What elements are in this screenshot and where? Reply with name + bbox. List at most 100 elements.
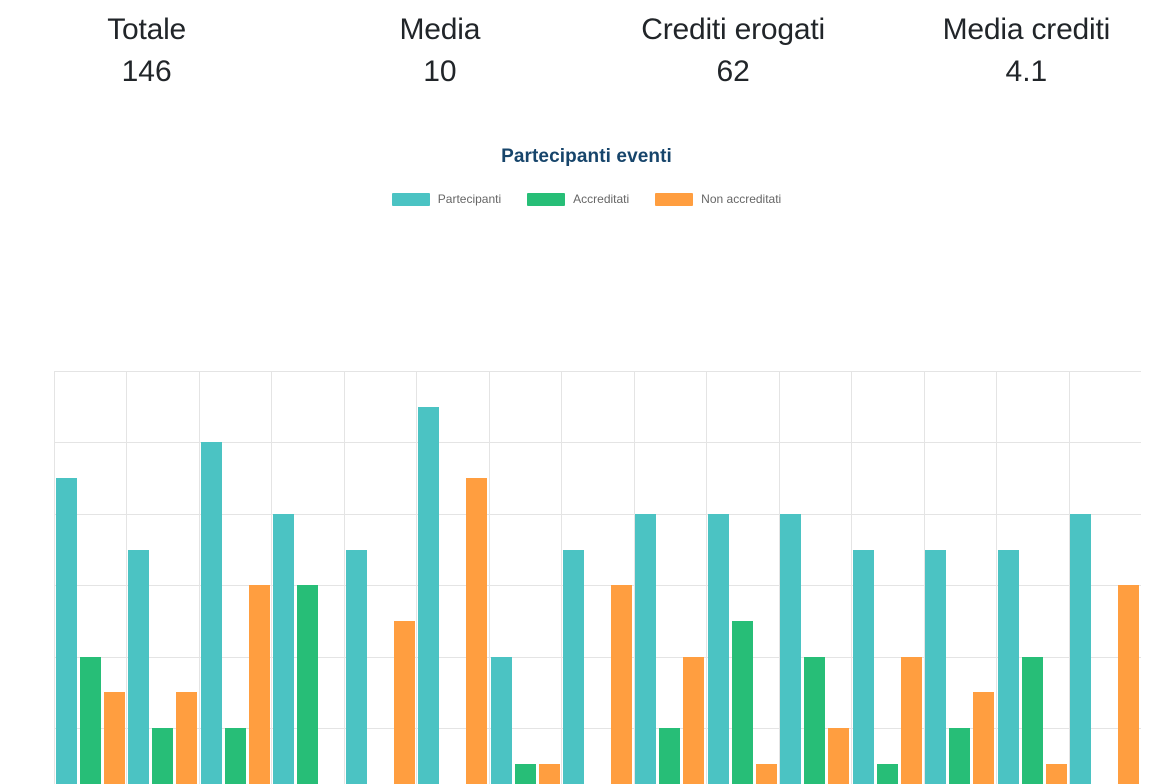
bar-partecipanti[interactable]	[490, 656, 512, 784]
chart-plot-area: 02468101214	[54, 371, 1141, 784]
chart-legend[interactable]: Partecipanti Accreditati Non accreditati	[0, 190, 1173, 208]
kpi-summary-row: Totale 146 Media 10 Crediti erogati 62 M…	[0, 0, 1173, 130]
bar-partecipanti[interactable]	[273, 513, 295, 784]
category-gridline	[126, 371, 128, 784]
legend-label: Accreditati	[573, 192, 630, 206]
bar-group	[1069, 371, 1141, 784]
legend-item-accreditati[interactable]: Accreditati	[527, 192, 629, 206]
gridline	[54, 585, 1141, 587]
bar-partecipanti[interactable]	[128, 549, 150, 784]
kpi-totale: Totale 146	[0, 14, 293, 130]
bar-group	[996, 371, 1068, 784]
bar-group	[489, 371, 561, 784]
bar-partecipanti[interactable]	[345, 549, 367, 784]
bar-partecipanti[interactable]	[707, 513, 729, 784]
bar-group	[706, 371, 778, 784]
chart-title: Partecipanti eventi	[501, 146, 672, 167]
bar-non-accreditati[interactable]	[393, 621, 415, 784]
category-gridline	[416, 371, 418, 784]
bar-non-accreditati[interactable]	[900, 656, 922, 784]
bar-non-accreditati[interactable]	[610, 585, 632, 784]
bar-partecipanti[interactable]	[418, 406, 440, 784]
bar-group	[126, 371, 198, 784]
bar-non-accreditati[interactable]	[538, 763, 560, 784]
bar-accreditati[interactable]	[876, 763, 898, 784]
category-gridline	[54, 371, 55, 784]
bar-non-accreditati[interactable]	[828, 728, 850, 784]
legend-item-non-accreditati[interactable]: Non accreditati	[655, 192, 781, 206]
bar-group	[416, 371, 488, 784]
category-gridline	[851, 371, 853, 784]
bar-group	[924, 371, 996, 784]
kpi-totale-label: Totale	[107, 13, 187, 46]
bar-accreditati[interactable]	[949, 728, 971, 784]
kpi-crediti-erogati-value: 62	[716, 54, 750, 88]
gridline	[54, 728, 1141, 730]
bar-accreditati[interactable]	[297, 585, 319, 784]
bar-partecipanti[interactable]	[562, 549, 584, 784]
bar-non-accreditati[interactable]	[176, 692, 198, 784]
bar-group	[634, 371, 706, 784]
category-gridline	[271, 371, 273, 784]
category-gridline	[488, 371, 490, 784]
bar-accreditati[interactable]	[514, 763, 536, 784]
bar-non-accreditati[interactable]	[466, 478, 488, 784]
bar-accreditati[interactable]	[79, 656, 101, 784]
legend-swatch-icon	[527, 192, 566, 206]
gridline	[54, 442, 1141, 444]
bar-partecipanti[interactable]	[55, 478, 77, 784]
gridline	[54, 513, 1141, 515]
category-gridline	[706, 371, 708, 784]
kpi-media-value: 10	[423, 54, 457, 88]
bar-non-accreditati[interactable]	[973, 692, 995, 784]
bar-non-accreditati[interactable]	[1118, 585, 1140, 784]
bar-accreditati[interactable]	[224, 728, 246, 784]
category-gridline	[996, 371, 998, 784]
bar-partecipanti[interactable]	[852, 549, 874, 784]
participants-bar-chart: Partecipanti eventi Partecipanti Accredit…	[0, 130, 1173, 784]
kpi-crediti-erogati-label: Crediti erogati	[641, 13, 825, 46]
legend-item-partecipanti[interactable]: Partecipanti	[391, 192, 502, 206]
bar-group	[54, 371, 126, 784]
bar-non-accreditati[interactable]	[1045, 763, 1067, 784]
category-gridline	[778, 371, 780, 784]
gridline	[54, 371, 1141, 372]
kpi-media-crediti-label: Media crediti	[942, 13, 1111, 46]
category-gridline	[923, 371, 925, 784]
bar-accreditati[interactable]	[731, 621, 753, 784]
bar-non-accreditati[interactable]	[248, 585, 270, 784]
bar-partecipanti[interactable]	[200, 442, 222, 784]
kpi-totale-value: 146	[121, 54, 172, 88]
kpi-media-crediti-value: 4.1	[1005, 54, 1048, 88]
bar-accreditati[interactable]	[659, 728, 681, 784]
category-gridline	[198, 371, 200, 784]
bar-accreditati[interactable]	[804, 656, 826, 784]
bar-group	[779, 371, 851, 784]
kpi-media: Media 10	[293, 14, 586, 130]
bar-partecipanti[interactable]	[1070, 513, 1092, 784]
bar-group	[199, 371, 271, 784]
bars-layer	[54, 371, 1141, 784]
bar-accreditati[interactable]	[152, 728, 174, 784]
category-gridline	[1068, 371, 1070, 784]
bar-group	[561, 371, 633, 784]
bar-accreditati[interactable]	[1021, 656, 1043, 784]
category-gridline	[633, 371, 635, 784]
bar-partecipanti[interactable]	[925, 549, 947, 784]
bar-partecipanti[interactable]	[635, 513, 657, 784]
bar-non-accreditati[interactable]	[683, 656, 705, 784]
bar-non-accreditati[interactable]	[755, 763, 777, 784]
legend-label: Partecipanti	[437, 192, 502, 206]
legend-label: Non accreditati	[701, 192, 782, 206]
bar-partecipanti[interactable]	[997, 549, 1019, 784]
gridline	[54, 656, 1141, 658]
kpi-crediti-erogati: Crediti erogati 62	[587, 14, 880, 130]
kpi-media-label: Media	[399, 13, 481, 46]
bar-partecipanti[interactable]	[780, 513, 802, 784]
bar-non-accreditati[interactable]	[103, 692, 125, 784]
category-gridline	[561, 371, 563, 784]
bar-group	[344, 371, 416, 784]
kpi-media-crediti: Media crediti 4.1	[880, 14, 1173, 130]
legend-swatch-icon	[655, 192, 694, 206]
bar-group	[851, 371, 923, 784]
